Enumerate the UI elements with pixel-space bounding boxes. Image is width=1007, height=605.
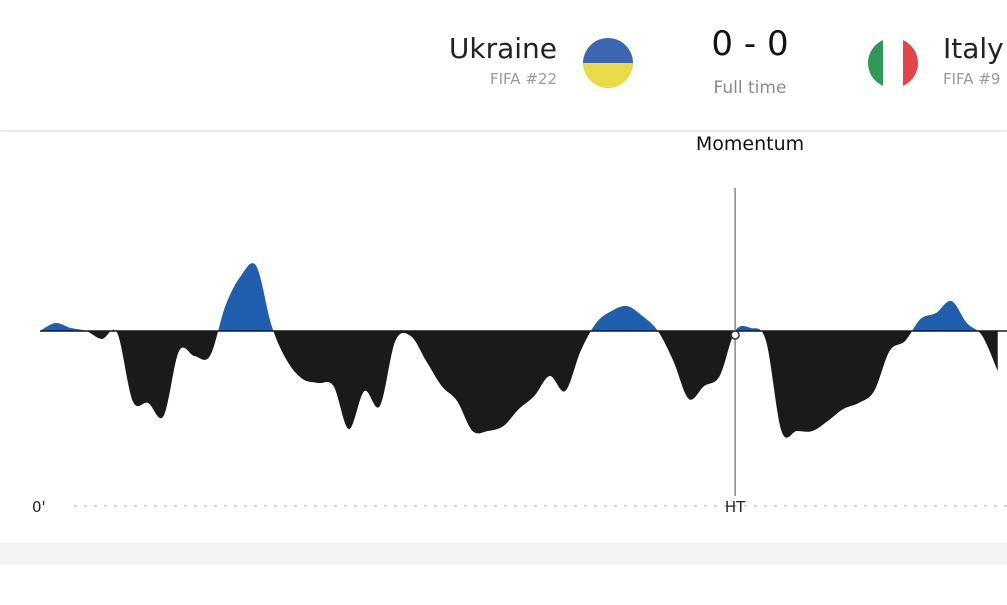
away-flag bbox=[868, 38, 918, 88]
chart-title: Momentum bbox=[696, 133, 804, 155]
match-status: Full time bbox=[713, 78, 787, 98]
half-time-marker bbox=[730, 330, 740, 340]
next-card bbox=[0, 565, 1007, 605]
home-rank: FIFA #22 bbox=[490, 70, 557, 88]
home-team[interactable]: Ukraine bbox=[448, 32, 557, 65]
score: 0 - 0 bbox=[711, 24, 789, 64]
match-header: Ukraine FIFA #22 0 - 0 Full time Italy F… bbox=[0, 0, 1007, 130]
momentum-home bbox=[40, 263, 998, 331]
momentum-chart: Momentum 0' HT bbox=[32, 133, 1007, 516]
away-rank: FIFA #9 bbox=[943, 70, 1001, 88]
home-flag bbox=[583, 38, 633, 88]
momentum-away bbox=[40, 331, 998, 438]
away-team[interactable]: Italy bbox=[943, 32, 1004, 65]
x-tick-label: HT bbox=[725, 498, 746, 516]
x-tick-label: 0' bbox=[32, 498, 46, 516]
